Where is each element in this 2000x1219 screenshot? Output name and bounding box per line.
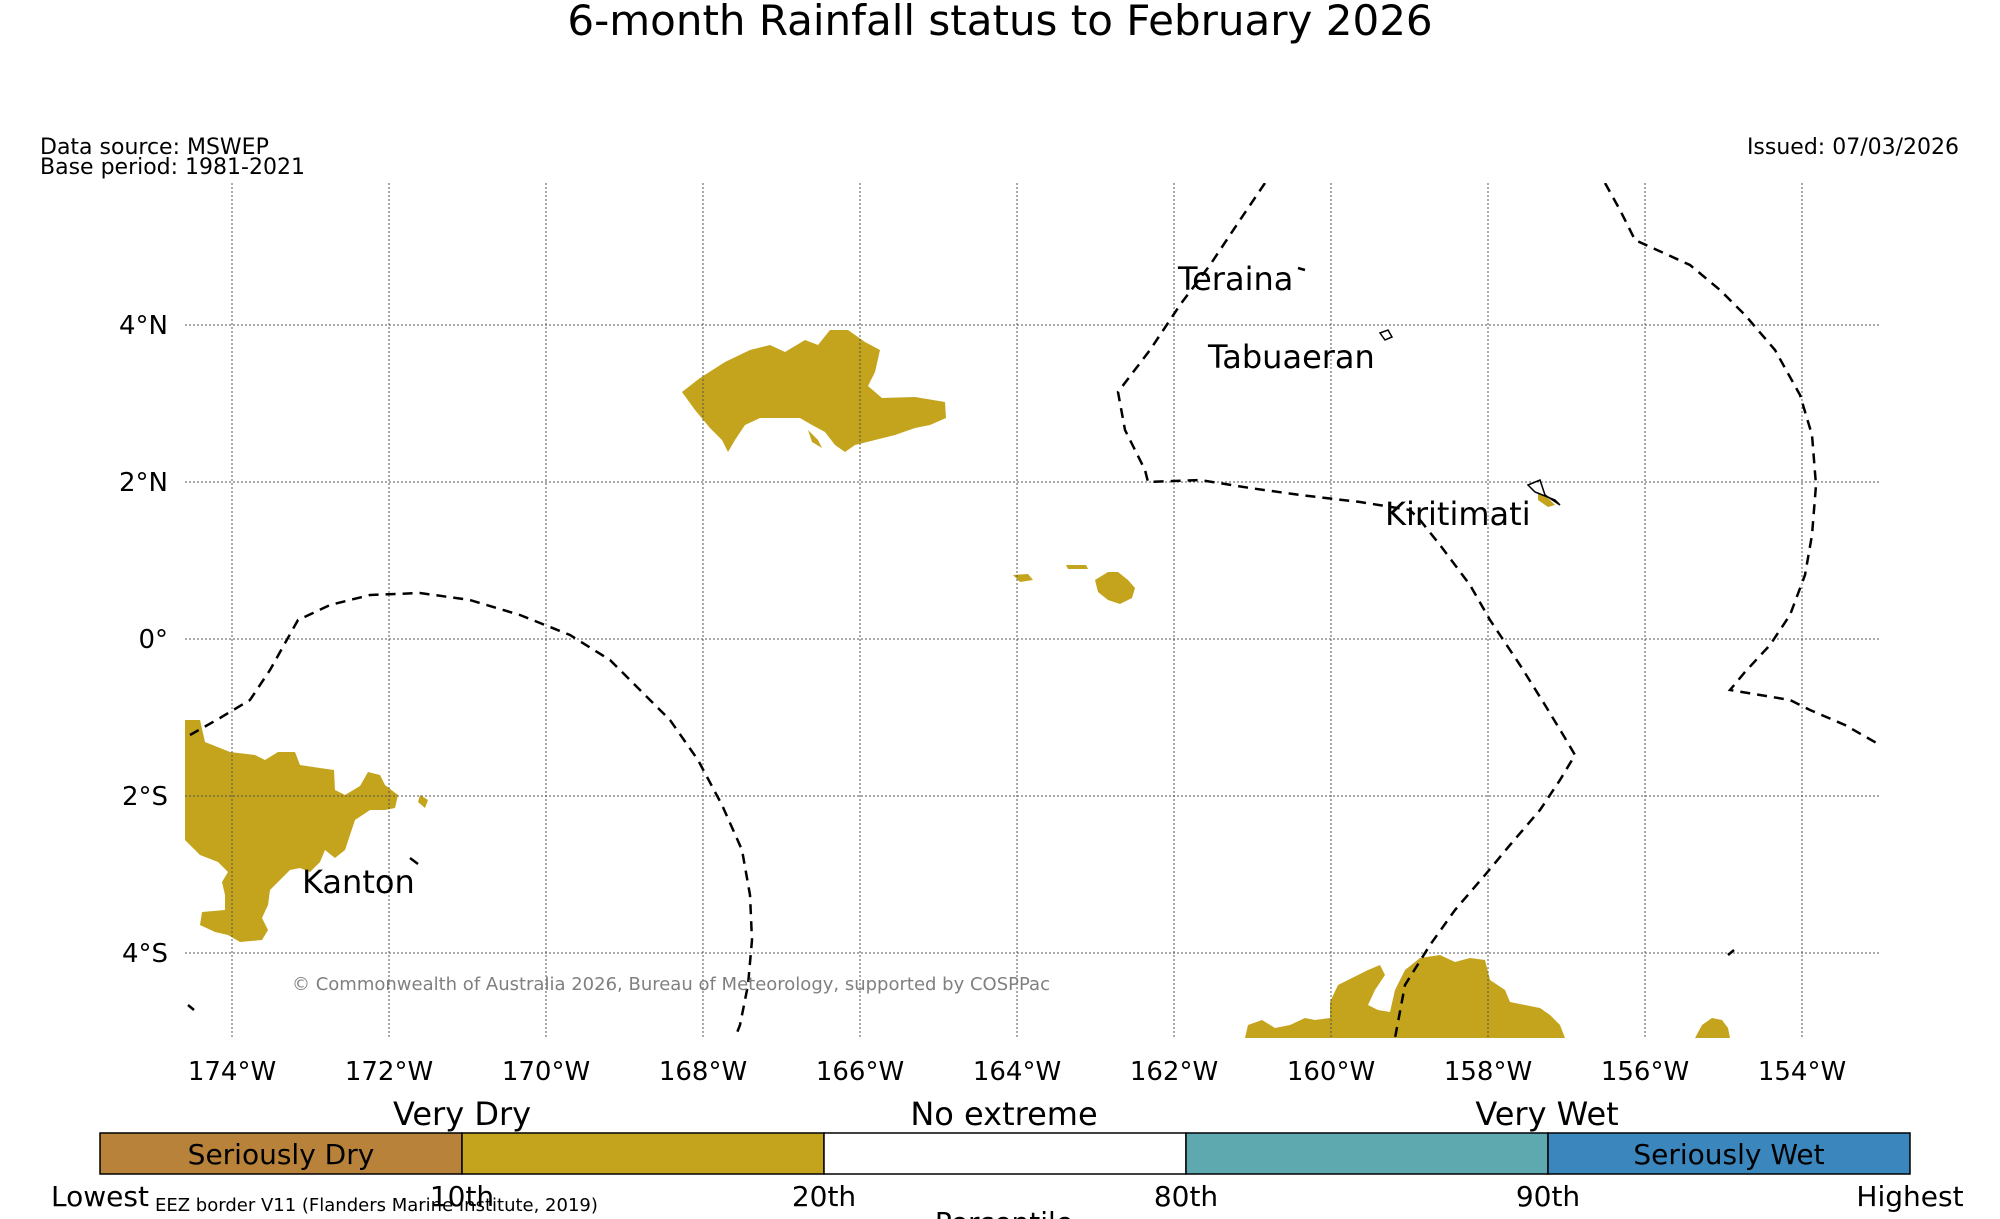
eez-border-southwest-tick	[187, 1004, 195, 1011]
legend-tick-lowest: Lowest	[51, 1180, 149, 1213]
legend-label-seriously-wet: Seriously Wet	[1633, 1138, 1824, 1171]
lon-label: 166°W	[816, 1057, 904, 1087]
lon-label: 160°W	[1287, 1057, 1375, 1087]
dry-region-central-1	[1013, 574, 1033, 582]
lon-label: 162°W	[1130, 1057, 1218, 1087]
dry-region-kanton	[185, 720, 398, 942]
lon-label: 168°W	[659, 1057, 747, 1087]
eez-borders	[187, 183, 1880, 1038]
dry-region-south	[1245, 955, 1565, 1038]
lat-label: 0°	[138, 625, 168, 655]
eez-border-teraina-tick	[1297, 266, 1306, 272]
island-outlines	[1378, 329, 1561, 506]
lon-label: 174°W	[188, 1057, 276, 1087]
legend-segment-very-wet	[1185, 1132, 1549, 1175]
legend-axis-label: Percentile	[935, 1206, 1073, 1219]
dry-region-southeast	[1695, 1018, 1730, 1038]
eez-border-line-islands-west	[1116, 183, 1577, 1038]
graticule-grid	[185, 183, 1880, 1038]
data-source-text: Data source: MSWEP	[40, 135, 269, 160]
tabuaeran-island-outline	[1378, 329, 1394, 341]
dry-region-north-fragment	[808, 430, 822, 448]
very-dry-regions	[185, 330, 1730, 1038]
place-label-teraina: Teraina	[1177, 260, 1293, 298]
place-label-kanton: Kanton	[302, 863, 415, 901]
eez-border-southeast-tick	[1727, 949, 1735, 956]
dry-region-central-3	[1095, 572, 1135, 604]
legend-tick-highest: Highest	[1856, 1180, 1963, 1213]
lon-label: 164°W	[973, 1057, 1061, 1087]
lon-label: 172°W	[345, 1057, 433, 1087]
lat-label: 2°S	[122, 782, 168, 812]
legend-tick-10th: 10th	[430, 1180, 494, 1213]
legend-tick-80th: 80th	[1154, 1180, 1218, 1213]
eez-border-line-islands-east	[1603, 183, 1880, 747]
eez-legend-note: EEZ border V11 (Flanders Marine Institut…	[155, 1195, 598, 1216]
map-area[interactable]: Teraina Tabuaeran Kiritimati Kanton © Co…	[185, 183, 1880, 1038]
place-label-tabuaeran: Tabuaeran	[1207, 338, 1375, 376]
legend-group-very-dry: Very Dry	[393, 1095, 531, 1133]
dry-region-kiritimati	[1538, 492, 1555, 507]
lon-label: 170°W	[502, 1057, 590, 1087]
longitude-labels: 174°W 172°W 170°W 168°W 166°W 164°W 162°…	[188, 1057, 1846, 1087]
map-title: 6-month Rainfall status to February 2026	[567, 0, 1432, 45]
legend-segment-seriously-dry	[99, 1132, 463, 1175]
lat-label: 4°N	[119, 311, 168, 341]
legend-segment-very-dry	[461, 1132, 825, 1175]
eez-border-kanton-tick	[409, 857, 419, 865]
kiritimati-island-outline	[1526, 478, 1561, 506]
legend-group-very-wet: Very Wet	[1475, 1095, 1618, 1133]
lat-label: 4°S	[122, 939, 168, 969]
latitude-labels: 4°N 2°N 0° 2°S 4°S	[119, 311, 168, 969]
legend-label-seriously-dry: Seriously Dry	[188, 1138, 375, 1171]
lat-label: 2°N	[119, 468, 168, 498]
dry-region-north	[682, 330, 946, 452]
lon-label: 154°W	[1758, 1057, 1846, 1087]
dry-region-central-2	[1066, 565, 1088, 569]
legend-tick-20th: 20th	[792, 1180, 856, 1213]
base-period-text: Base period: 1981-2021	[40, 155, 305, 180]
legend-group-no-extreme: No extreme	[910, 1095, 1097, 1133]
legend-segment-no-extreme	[823, 1132, 1187, 1175]
lon-label: 156°W	[1601, 1057, 1689, 1087]
legend-tick-90th: 90th	[1516, 1180, 1580, 1213]
issued-date-text: Issued: 07/03/2026	[1747, 135, 1959, 160]
legend-segment-seriously-wet	[1547, 1132, 1911, 1175]
place-label-kiritimati: Kiritimati	[1385, 495, 1531, 533]
lon-label: 158°W	[1444, 1057, 1532, 1087]
copyright-notice: © Commonwealth of Australia 2026, Bureau…	[292, 974, 1050, 995]
legend: Very Dry No extreme Very Wet Seriously D…	[51, 1095, 1964, 1219]
dry-region-kanton-fragment	[418, 795, 428, 808]
